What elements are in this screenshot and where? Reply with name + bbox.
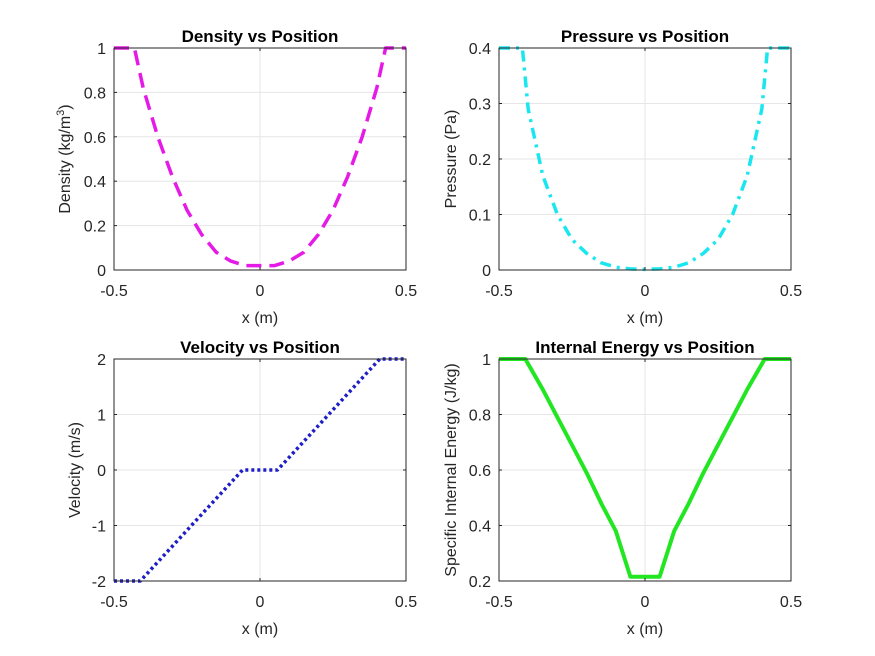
density-xtick-label: 0.5 — [395, 283, 417, 300]
pressure-chart-xlabel: x (m) — [627, 310, 663, 327]
energy-plot-area: -0.5 0 0.5 0.2 0.4 0.6 0.8 1 — [469, 352, 802, 611]
pressure-xtick-label: 0.5 — [780, 283, 802, 300]
density-chart-ylabel: Density (kg/m3) — [55, 104, 74, 213]
density-ytick-label: 1 — [97, 41, 106, 58]
pressure-xtick-label: -0.5 — [485, 283, 513, 300]
energy-ytick-label: 0.4 — [469, 519, 491, 536]
pressure-chart: -0.5 0 0.5 0 0.1 0.2 0.3 0.4 Pressure vs Positi… — [443, 27, 802, 327]
velocity-ytick-label: 2 — [97, 352, 106, 369]
density-ytick-label: 0.8 — [84, 85, 106, 102]
energy-chart-xlabel: x (m) — [627, 621, 663, 638]
velocity-xtick-label: 0 — [256, 594, 265, 611]
energy-xtick-label: -0.5 — [485, 594, 513, 611]
velocity-chart-xlabel: x (m) — [242, 621, 278, 638]
pressure-ytick-label: 0.3 — [469, 97, 491, 114]
velocity-xtick-label: 0.5 — [395, 594, 417, 611]
density-chart: -0.5 0 0.5 0 0.2 0.4 0.6 0.8 1 Density vs Positi… — [55, 27, 417, 327]
density-series-line — [114, 46, 406, 268]
density-xtick-label: 0 — [256, 283, 265, 300]
pressure-chart-title: Pressure vs Position — [561, 27, 729, 46]
energy-ytick-label: 1 — [482, 352, 491, 369]
velocity-ytick-label: 0 — [97, 463, 106, 480]
density-ytick-label: 0.6 — [84, 130, 106, 147]
velocity-plot-area: -0.5 0 0.5 -2 -1 0 1 2 — [92, 352, 417, 611]
energy-ytick-label: 0.6 — [469, 463, 491, 480]
density-ytick-label: 0 — [97, 263, 106, 280]
energy-xtick-label: 0.5 — [780, 594, 802, 611]
energy-chart-ylabel: Specific Internal Energy (J/kg) — [443, 363, 460, 576]
pressure-ytick-label: 0.2 — [469, 152, 491, 169]
density-chart-title: Density vs Position — [182, 27, 339, 46]
pressure-plot-area: -0.5 0 0.5 0 0.1 0.2 0.3 0.4 — [469, 41, 802, 300]
velocity-chart-title: Velocity vs Position — [180, 338, 340, 357]
pressure-ytick-label: 0.4 — [469, 41, 491, 58]
density-plot-area: -0.5 0 0.5 0 0.2 0.4 0.6 0.8 1 — [84, 41, 417, 300]
energy-chart: -0.5 0 0.5 0.2 0.4 0.6 0.8 1 Internal Energy vs… — [443, 338, 802, 638]
energy-ytick-label: 0.2 — [469, 574, 491, 591]
density-chart-ylabel-main: Density (kg/m — [57, 116, 74, 214]
velocity-xtick-label: -0.5 — [100, 594, 128, 611]
pressure-xtick-label: 0 — [641, 283, 650, 300]
density-chart-ylabel-end: ) — [57, 104, 74, 109]
velocity-chart: -0.5 0 0.5 -2 -1 0 1 2 Velocity vs Position x (… — [67, 338, 417, 638]
pressure-chart-ylabel: Pressure (Pa) — [443, 110, 460, 209]
pressure-ytick-label: 0 — [482, 263, 491, 280]
density-chart-xlabel: x (m) — [242, 310, 278, 327]
pressure-ytick-label: 0.1 — [469, 208, 491, 225]
velocity-ytick-label: -1 — [92, 519, 106, 536]
velocity-ytick-label: -2 — [92, 574, 106, 591]
velocity-ytick-label: 1 — [97, 408, 106, 425]
density-ytick-label: 0.4 — [84, 174, 106, 191]
density-chart-ylabel-sup: 3 — [55, 110, 67, 116]
density-xtick-label: -0.5 — [100, 283, 128, 300]
energy-ytick-label: 0.8 — [469, 408, 491, 425]
density-ytick-label: 0.2 — [84, 219, 106, 236]
energy-chart-title: Internal Energy vs Position — [535, 338, 754, 357]
energy-series-line — [499, 357, 791, 579]
velocity-chart-ylabel: Velocity (m/s) — [67, 422, 84, 518]
energy-xtick-label: 0 — [641, 594, 650, 611]
